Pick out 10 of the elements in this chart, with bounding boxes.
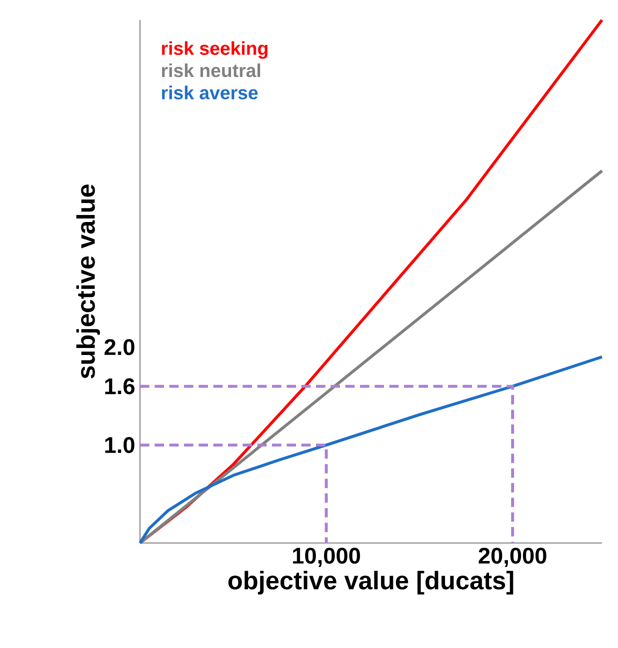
x-axis-title: objective value [ducats] bbox=[228, 570, 514, 594]
x-tick-label: 10,000 bbox=[293, 548, 360, 568]
y-tick-label: 1.0 bbox=[105, 437, 134, 454]
text: risk seeking bbox=[162, 41, 268, 59]
y-tick-label: 2.0 bbox=[104, 339, 134, 356]
y-tick-label: 1.6 bbox=[105, 378, 134, 394]
text: risk averse bbox=[162, 86, 258, 100]
y-axis-title: subjective value bbox=[76, 184, 100, 378]
x-tick-label: 20,000 bbox=[478, 548, 546, 568]
text: risk neutral bbox=[162, 63, 260, 78]
